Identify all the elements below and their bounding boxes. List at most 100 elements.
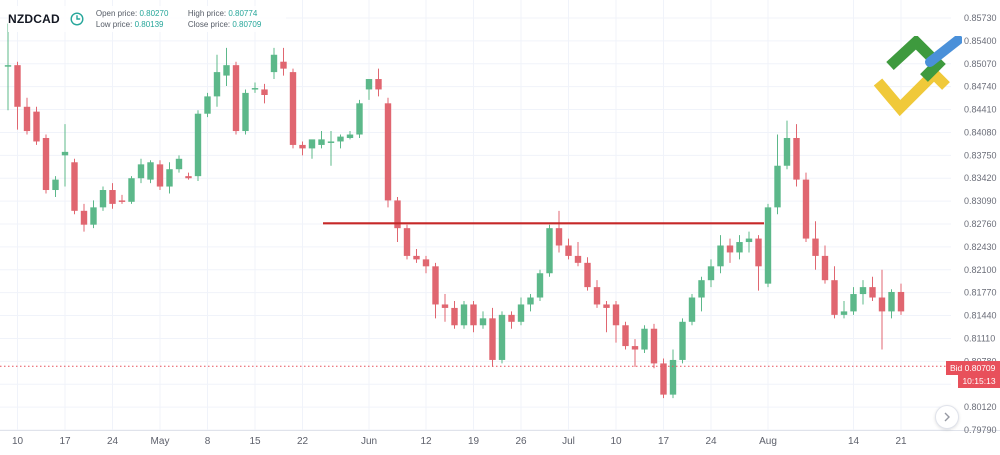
candle-body <box>869 287 876 298</box>
candle-body <box>840 311 848 315</box>
candle-body <box>688 297 696 322</box>
candle-body <box>546 228 553 274</box>
y-tick-label: 0.79790 <box>964 425 997 435</box>
x-tick-label: Aug <box>759 436 777 447</box>
y-tick-label: 0.84080 <box>964 127 997 137</box>
y-tick-label: 0.84410 <box>964 105 997 115</box>
symbol-label: NZDCAD <box>8 12 60 26</box>
candle-body <box>80 210 88 225</box>
candle-body <box>612 304 620 326</box>
candle-body <box>755 238 762 267</box>
x-tick-label: 21 <box>895 436 907 447</box>
candle-body <box>204 96 211 114</box>
candle-body <box>413 255 420 260</box>
scroll-to-realtime-button[interactable] <box>935 405 959 429</box>
candle-body <box>831 280 838 315</box>
candle-body <box>194 113 202 177</box>
y-tick-label: 0.83420 <box>964 173 997 183</box>
candle-body <box>251 88 259 90</box>
candle-body <box>631 346 639 350</box>
x-tick-label: Jul <box>562 436 575 447</box>
candle-body <box>479 318 487 326</box>
candle-body <box>318 139 325 145</box>
y-tick-label: 0.85400 <box>964 36 997 46</box>
candle-body <box>859 287 867 295</box>
y-tick-label: 0.85070 <box>964 59 997 69</box>
candle-body <box>527 297 534 305</box>
price-axis-background <box>951 0 1000 430</box>
candle-body <box>384 103 392 201</box>
candle-body <box>812 238 819 256</box>
x-tick-label: 8 <box>205 436 211 447</box>
candle-body <box>593 287 601 305</box>
candle-body <box>745 238 753 243</box>
candle-body <box>403 228 411 256</box>
y-tick-label: 0.83750 <box>964 150 997 160</box>
ohlc-legend: Open price: 0.80270 High price: 0.80774 … <box>96 9 280 29</box>
candle-body <box>232 65 240 132</box>
candle-body <box>213 72 221 97</box>
candle-body <box>185 176 192 179</box>
candle-body <box>574 255 582 263</box>
candle-body <box>793 137 800 180</box>
y-tick-label: 0.82760 <box>964 219 997 229</box>
candle-body <box>878 297 886 312</box>
candle-body <box>422 259 430 267</box>
candle-body <box>356 103 363 135</box>
high-price: High price: 0.80774 <box>187 9 258 18</box>
candle-body <box>223 65 230 76</box>
y-tick-label: 0.81440 <box>964 311 997 321</box>
candle-body <box>802 179 810 239</box>
candle-body <box>460 304 468 326</box>
candle-body <box>327 141 335 143</box>
candle-body <box>71 162 78 211</box>
candle-body <box>498 314 506 360</box>
candle-body <box>280 61 287 69</box>
x-tick-label: 19 <box>468 436 480 447</box>
candle-body <box>156 164 164 187</box>
candle-body <box>698 280 705 298</box>
bid-price-badge: Bid 0.80709 <box>946 361 1000 375</box>
candle-body <box>33 111 40 142</box>
x-tick-label: 15 <box>249 436 261 447</box>
candle-body <box>270 54 278 73</box>
x-tick-label: 26 <box>515 436 527 447</box>
y-tick-label: 0.82430 <box>964 242 997 252</box>
close-price: Close price: 0.80709 <box>187 20 262 29</box>
candle-body <box>365 79 373 90</box>
candle-body <box>717 245 724 267</box>
candle-body <box>555 228 563 246</box>
candle-body <box>669 359 677 395</box>
candle-body <box>774 165 781 208</box>
candle-body <box>517 304 525 322</box>
x-tick-label: 22 <box>297 436 309 447</box>
candle-body <box>821 255 829 281</box>
candle-body <box>337 136 344 142</box>
brand-logo-icon <box>873 36 962 117</box>
candle-body <box>565 245 572 256</box>
candle-body <box>147 162 154 180</box>
y-tick-label: 0.81770 <box>964 288 997 298</box>
candle-body <box>660 363 667 395</box>
candle-body <box>261 89 268 95</box>
countdown-badge: 10:15:13 <box>958 375 1000 388</box>
clock-icon[interactable] <box>70 12 84 26</box>
candle-body <box>23 106 31 132</box>
candle-body <box>783 137 791 166</box>
candle-body <box>128 178 135 202</box>
candle-body <box>584 262 591 288</box>
candle-body <box>118 200 126 202</box>
x-tick-label: 10 <box>610 436 622 447</box>
candle-body <box>679 321 686 360</box>
y-tick-label: 0.83090 <box>964 196 997 206</box>
candle-body <box>850 294 857 312</box>
y-tick-label: 0.80120 <box>964 402 997 412</box>
low-price: Low price: 0.80139 <box>95 20 164 29</box>
y-tick-label: 0.85730 <box>964 13 997 23</box>
candle-body <box>308 139 316 149</box>
x-tick-label: 14 <box>848 436 860 447</box>
candle-body <box>470 304 477 326</box>
candle-body <box>42 137 50 191</box>
x-tick-label: Jun <box>361 436 377 447</box>
